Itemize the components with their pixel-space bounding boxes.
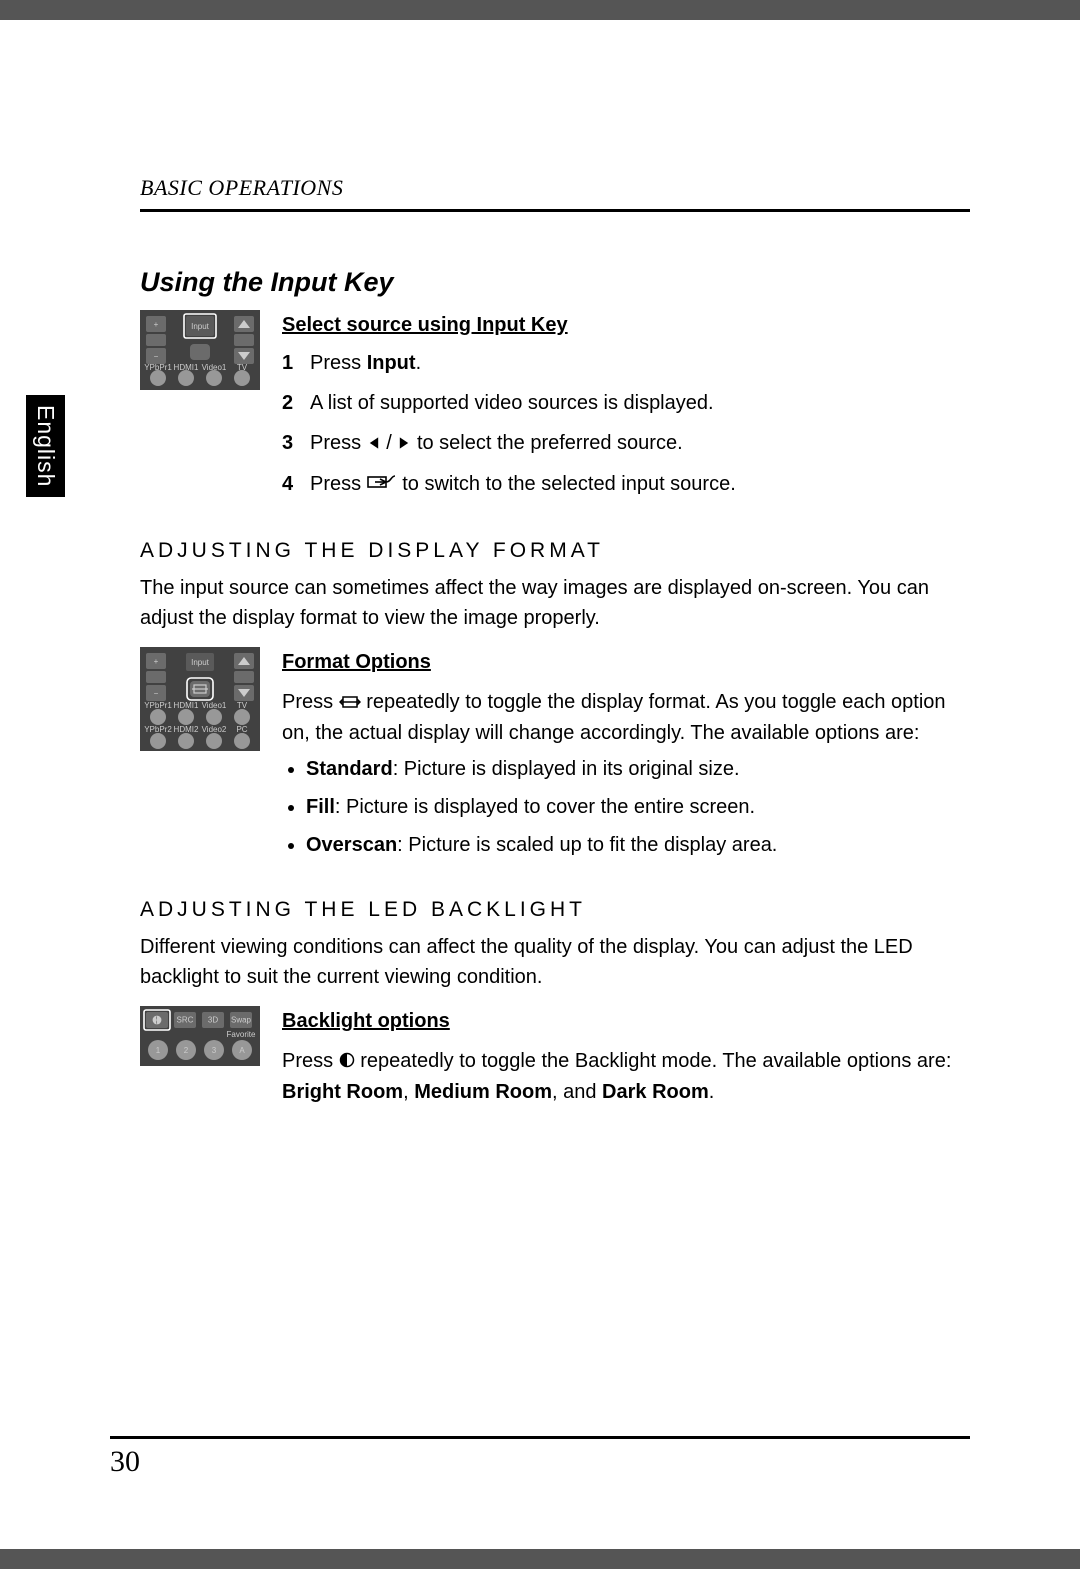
svg-text:Favorite: Favorite: [227, 1030, 256, 1039]
display-format-intro: The input source can sometimes affect th…: [140, 573, 970, 633]
svg-text:Video1: Video1: [202, 701, 227, 710]
format-option-overscan: Overscan: Picture is scaled up to fit th…: [306, 830, 970, 860]
header-title: BASIC OPERATIONS: [140, 175, 970, 201]
section-heading-display-format: Adjusting the Display Format: [140, 539, 970, 563]
format-icon: [339, 688, 361, 718]
svg-text:YPbPr1: YPbPr1: [144, 363, 172, 372]
triangle-left-icon: [367, 429, 381, 459]
svg-text:SRC: SRC: [177, 1016, 194, 1025]
format-option-standard: Standard: Picture is displayed in its or…: [306, 754, 970, 784]
backlight-content: Backlight options Press repeatedly to to…: [282, 1006, 970, 1113]
display-format-row: + − Input YPbP: [140, 647, 970, 868]
svg-text:3D: 3D: [208, 1016, 218, 1025]
svg-text:−: −: [154, 689, 159, 698]
backlight-intro: Different viewing conditions can affect …: [140, 932, 970, 992]
svg-text:HDMI1: HDMI1: [174, 701, 199, 710]
footer-rule: [110, 1436, 970, 1439]
svg-text:−: −: [154, 352, 159, 361]
svg-text:YPbPr1: YPbPr1: [144, 701, 172, 710]
svg-text:3: 3: [212, 1046, 217, 1055]
svg-text:Video2: Video2: [202, 725, 227, 734]
step-1: 1 Press Input.: [282, 348, 970, 378]
backlight-row: SRC 3D Swap Favorite 1 2 3 A Backlight o…: [140, 1006, 970, 1113]
language-tab: English: [26, 395, 65, 497]
backlight-subhead: Backlight options: [282, 1006, 970, 1036]
backlight-para: Press repeatedly to toggle the Backlight…: [282, 1046, 970, 1107]
remote-thumb-backlight: SRC 3D Swap Favorite 1 2 3 A: [140, 1006, 260, 1113]
manual-page: BASIC OPERATIONS English Using the Input…: [0, 20, 1080, 1549]
format-options-subhead: Format Options: [282, 647, 970, 677]
svg-text:2: 2: [184, 1046, 189, 1055]
svg-text:+: +: [154, 657, 159, 666]
remote-thumb-input: + − Input YPbP: [140, 310, 260, 509]
page-header: BASIC OPERATIONS: [140, 175, 970, 212]
input-key-content: Select source using Input Key 1 Press In…: [282, 310, 970, 509]
svg-text:+: +: [154, 320, 159, 329]
svg-text:TV: TV: [237, 363, 248, 372]
format-option-fill: Fill: Picture is displayed to cover the …: [306, 792, 970, 822]
input-key-subhead: Select source using Input Key: [282, 310, 970, 340]
step-4: 4 Press to switch to the selected input: [282, 469, 970, 500]
svg-text:Input: Input: [191, 658, 210, 667]
section-heading-input-key: Using the Input Key: [140, 267, 970, 298]
section-heading-backlight: Adjusting the LED Backlight: [140, 898, 970, 922]
step-3: 3 Press / to select the preferred source…: [282, 428, 970, 459]
svg-text:YPbPr2: YPbPr2: [144, 725, 172, 734]
svg-text:HDMI1: HDMI1: [174, 363, 199, 372]
svg-text:Swap: Swap: [231, 1016, 252, 1025]
format-options-list: Standard: Picture is displayed in its or…: [306, 754, 970, 860]
header-rule: [140, 209, 970, 212]
triangle-right-icon: [397, 429, 411, 459]
svg-text:Video1: Video1: [202, 363, 227, 372]
svg-text:PC: PC: [236, 725, 247, 734]
input-key-steps: 1 Press Input. 2 A list of supported vid…: [282, 348, 970, 499]
remote-thumb-format: + − Input YPbP: [140, 647, 260, 868]
svg-text:HDMI2: HDMI2: [174, 725, 199, 734]
input-key-row: + − Input YPbP: [140, 310, 970, 509]
svg-text:Input: Input: [191, 322, 210, 331]
backlight-half-moon-icon: [339, 1047, 355, 1077]
svg-text:A: A: [239, 1046, 245, 1055]
display-format-content: Format Options Press repeatedly to toggl…: [282, 647, 970, 868]
step-2: 2 A list of supported video sources is d…: [282, 388, 970, 418]
input-source-icon: [367, 469, 397, 499]
format-options-para: Press repeatedly to toggle the display f…: [282, 687, 970, 748]
svg-text:1: 1: [156, 1046, 161, 1055]
page-number: 30: [110, 1445, 140, 1479]
svg-text:TV: TV: [237, 701, 248, 710]
